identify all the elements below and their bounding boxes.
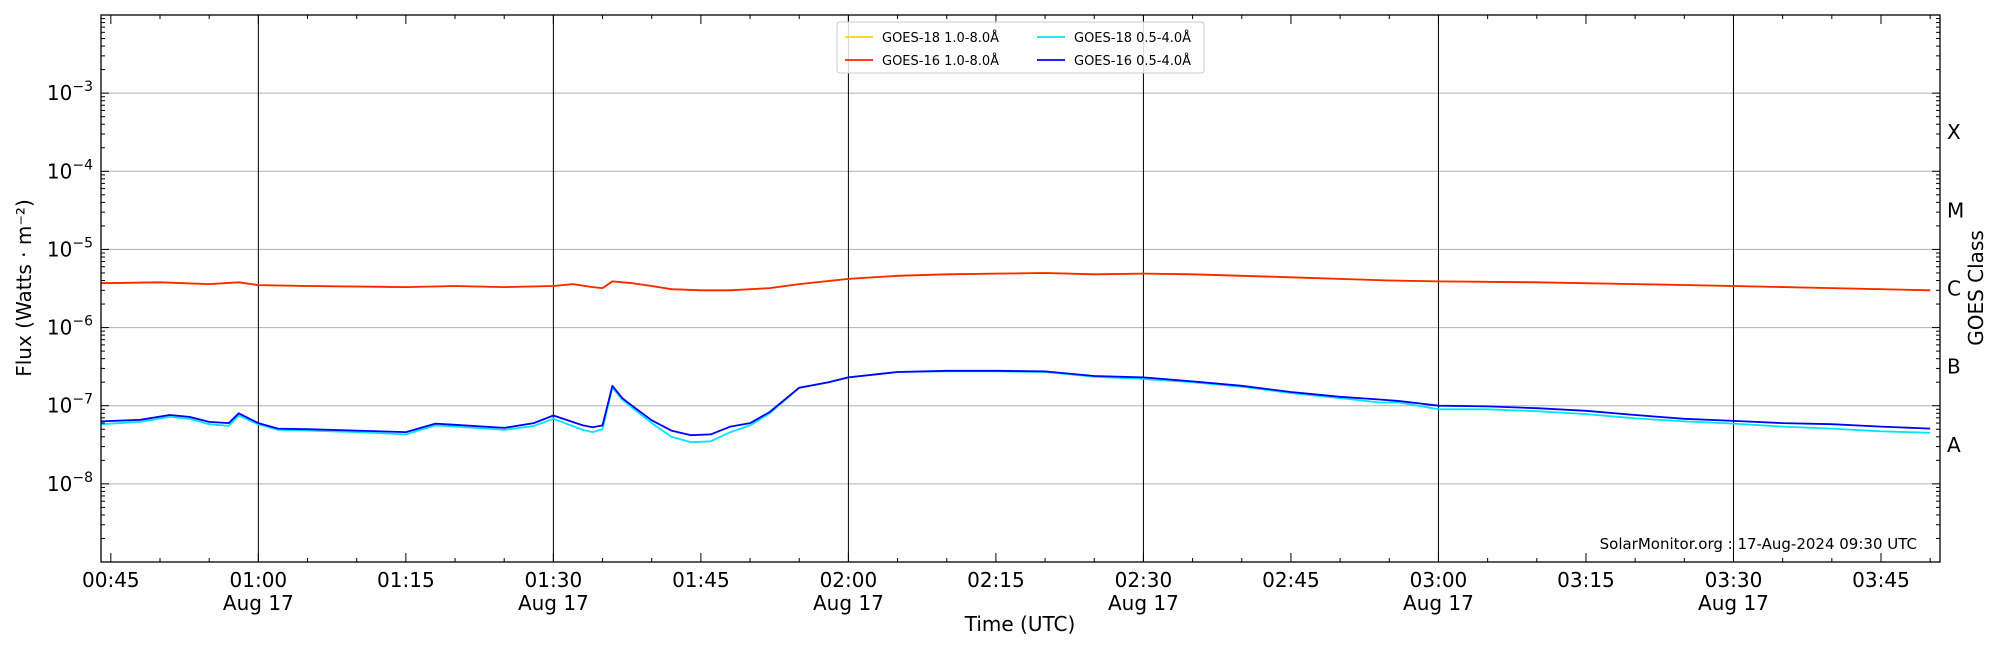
legend-label-2: GOES-16 1.0-8.0Å xyxy=(882,53,999,69)
goes-class-label: X xyxy=(1947,120,1961,144)
source-annotation: SolarMonitor.org : 17-Aug-2024 09:30 UTC xyxy=(1600,535,1917,553)
series-line-2 xyxy=(100,272,1931,292)
y-tick-label: 10−4 xyxy=(47,157,93,183)
x-tick-label: 01:45 xyxy=(672,568,730,592)
x-tick-label: 01:00 xyxy=(230,568,288,592)
x-tick-date-label: Aug 17 xyxy=(518,591,589,615)
goes-class-label: M xyxy=(1947,198,1964,222)
goes-class-label: A xyxy=(1947,433,1961,457)
x-tick-label: 00:45 xyxy=(82,568,140,592)
x-tick-label: 03:00 xyxy=(1410,568,1468,592)
x-tick-date-label: Aug 17 xyxy=(813,591,884,615)
goes-class-label: B xyxy=(1947,355,1961,379)
legend-box xyxy=(836,21,1205,74)
legend-label-1: GOES-18 1.0-8.0Å xyxy=(882,30,999,46)
x-tick-label: 03:15 xyxy=(1557,568,1615,592)
tick-layer xyxy=(101,15,1940,562)
y-tick-label: 10−8 xyxy=(47,470,93,496)
series-line-4 xyxy=(100,369,1931,437)
y-tick-label: 10−7 xyxy=(47,392,93,418)
x-tick-date-label: Aug 17 xyxy=(1403,591,1474,615)
plot-frame xyxy=(100,14,1941,563)
x-tick-label: 02:00 xyxy=(820,568,878,592)
series-line-1 xyxy=(100,272,1931,292)
legend-label-4: GOES-16 0.5-4.0Å xyxy=(1074,53,1191,69)
series-layer xyxy=(100,272,1931,444)
grid-layer xyxy=(101,15,1940,562)
x-axis-title: Time (UTC) xyxy=(964,612,1076,636)
goes-class-label: C xyxy=(1947,277,1961,301)
y-tick-label: 10−5 xyxy=(47,235,93,261)
x-tick-date-label: Aug 17 xyxy=(1108,591,1179,615)
legend: GOES-18 1.0-8.0Å GOES-16 1.0-8.0Å GOES-18 … xyxy=(836,21,1205,74)
series-line-3 xyxy=(100,370,1931,444)
y-axis-title: Flux (Watts · m⁻²) xyxy=(12,199,36,377)
x-tick-date-label: Aug 17 xyxy=(1698,591,1769,615)
y-tick-label: 10−3 xyxy=(47,79,93,105)
x-tick-label: 02:30 xyxy=(1115,568,1173,592)
y-tick-label: 10−6 xyxy=(47,314,93,340)
right-axis-title: GOES Class xyxy=(1964,230,1988,346)
x-tick-label: 03:45 xyxy=(1852,568,1910,592)
legend-label-3: GOES-18 0.5-4.0Å xyxy=(1074,30,1191,46)
x-tick-label: 01:15 xyxy=(377,568,435,592)
x-tick-date-label: Aug 17 xyxy=(223,591,294,615)
x-tick-label: 02:15 xyxy=(967,568,1025,592)
x-tick-label: 01:30 xyxy=(525,568,583,592)
x-tick-label: 03:30 xyxy=(1705,568,1763,592)
x-tick-label: 02:45 xyxy=(1262,568,1320,592)
